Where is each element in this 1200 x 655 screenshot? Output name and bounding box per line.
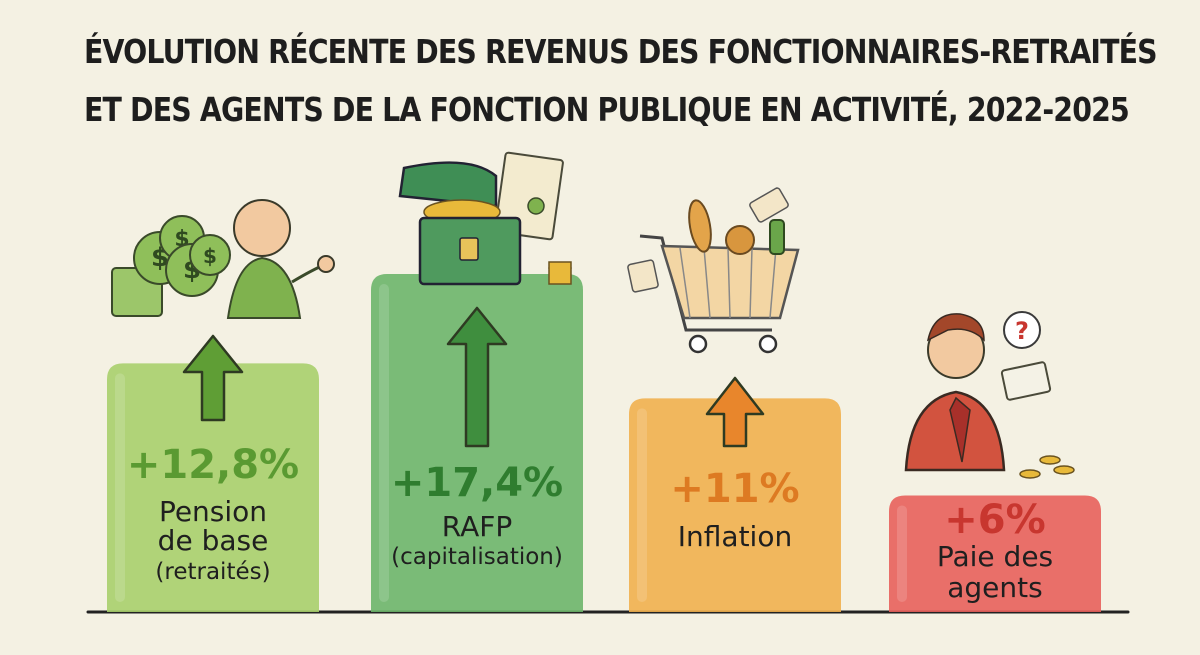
bottle bbox=[769, 219, 785, 255]
chart-title-line-1: ÉVOLUTION RÉCENTE DES REVENUS DES FONCTI… bbox=[84, 32, 1158, 71]
groceries bbox=[725, 225, 755, 255]
retiree-head bbox=[233, 199, 291, 257]
value-label: +12,8% bbox=[127, 442, 299, 488]
category-label: Pension bbox=[159, 495, 267, 528]
agent-tie bbox=[949, 396, 971, 463]
bar-group-2: +17,4% RAFP(capitalisation) bbox=[371, 274, 583, 612]
question-mark: ? bbox=[1015, 317, 1029, 345]
price-tag bbox=[749, 187, 789, 223]
bar-highlight bbox=[115, 373, 125, 602]
retiree-body bbox=[226, 256, 302, 319]
cart-wire bbox=[749, 247, 753, 319]
chest-lock bbox=[459, 237, 479, 261]
category-label: agents bbox=[947, 571, 1042, 604]
bar-highlight bbox=[379, 284, 389, 602]
cart-wire bbox=[727, 247, 731, 319]
cart-wheel bbox=[758, 334, 778, 354]
money-bags-and-retiree-icon: $$$ $ bbox=[111, 199, 335, 319]
arrow-up-icon bbox=[705, 376, 765, 448]
shopping-cart-icon bbox=[627, 187, 800, 354]
cart-wheel bbox=[688, 334, 708, 354]
retiree-hand bbox=[317, 255, 335, 273]
certificate-seal bbox=[527, 197, 545, 215]
coin-stack-body bbox=[548, 261, 572, 285]
bar-highlight bbox=[897, 505, 907, 602]
arrow-up-icon bbox=[182, 334, 244, 422]
bar-group-3: +11% Inflation bbox=[629, 376, 841, 612]
cart-wire bbox=[769, 247, 777, 319]
bar bbox=[629, 398, 841, 612]
cart-wire bbox=[703, 247, 711, 319]
value-label: +17,4% bbox=[391, 460, 563, 506]
cart-wire bbox=[679, 247, 691, 319]
treasure-chest-icon bbox=[398, 151, 572, 286]
money-bag bbox=[189, 234, 231, 276]
bar bbox=[107, 363, 319, 612]
value-label: +11% bbox=[670, 466, 799, 512]
category-label: Paie des bbox=[937, 540, 1053, 573]
category-label: Inflation bbox=[678, 520, 792, 553]
bread-loaf bbox=[688, 199, 712, 253]
bar bbox=[889, 495, 1101, 612]
payslip bbox=[1000, 361, 1052, 401]
value-label: +6% bbox=[944, 497, 1045, 543]
coin bbox=[1019, 469, 1041, 479]
category-label: de base bbox=[158, 524, 269, 557]
bar-highlight bbox=[637, 408, 647, 602]
dollar-sign: $ bbox=[203, 244, 217, 268]
chest-lid bbox=[398, 161, 498, 208]
category-label: (retraités) bbox=[155, 559, 270, 585]
price-tag bbox=[627, 259, 659, 293]
coin bbox=[1053, 465, 1075, 475]
chart-title-line-2: ET DES AGENTS DE LA FONCTION PUBLIQUE EN… bbox=[84, 90, 1130, 129]
category-label: (capitalisation) bbox=[391, 544, 563, 570]
agent-hair bbox=[926, 313, 985, 342]
category-label: RAFP bbox=[442, 510, 512, 543]
arrow-up-icon bbox=[446, 306, 508, 448]
worried-agent-icon: ? bbox=[904, 311, 1075, 479]
coin bbox=[1039, 455, 1061, 465]
question-bubble-icon bbox=[1003, 311, 1041, 349]
